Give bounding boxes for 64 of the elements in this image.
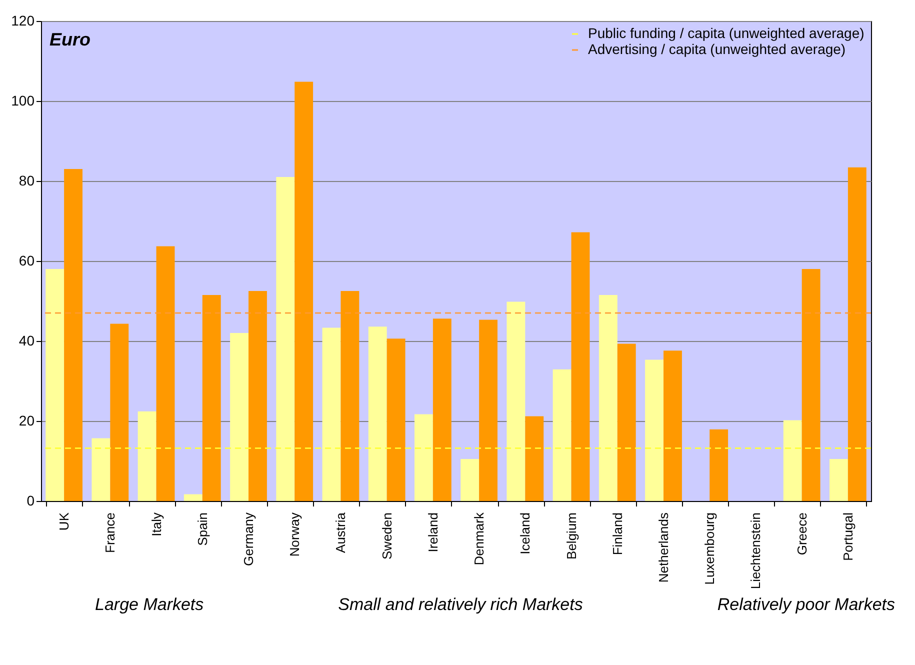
bar — [230, 333, 248, 501]
x-tick-label: Belgium — [564, 512, 579, 560]
bar — [506, 302, 526, 501]
text: Large Markets — [95, 595, 204, 615]
bar — [184, 494, 202, 501]
y-tick-label: 60 — [18, 252, 35, 268]
bar — [340, 291, 360, 501]
bar — [156, 246, 175, 501]
bar — [276, 177, 295, 501]
bar — [710, 429, 728, 501]
bar — [479, 320, 498, 501]
bar — [294, 82, 314, 501]
x-tick-label: Luxembourg — [702, 512, 718, 585]
x-tick-label: Portugal — [840, 512, 856, 561]
y-tick-label: 100 — [11, 92, 35, 108]
y-tick-label: 0 — [26, 492, 35, 508]
bar — [432, 318, 452, 501]
x-tick-label: Ireland — [425, 512, 440, 552]
x-tick-label: UK — [56, 512, 72, 531]
legend-label: Public funding / capita (unweighted average) — [588, 25, 864, 41]
bar — [138, 411, 156, 501]
y-tick-label: 120 — [11, 12, 35, 28]
bar — [802, 269, 820, 501]
bar — [848, 167, 866, 501]
bar — [598, 295, 618, 501]
x-tick-label: Greece — [794, 512, 810, 556]
bar — [46, 269, 64, 501]
x-tick-label: Spain — [194, 512, 210, 546]
bar — [386, 338, 406, 501]
bar — [92, 438, 110, 501]
x-tick-label: Netherlands — [656, 512, 671, 583]
bar — [552, 369, 572, 501]
legend-label: Advertising / capita (unweighted average) — [588, 41, 846, 57]
bar — [322, 328, 341, 501]
text: Relatively poor Markets — [717, 595, 895, 615]
y-axis-title: Euro — [50, 30, 91, 50]
x-tick-label: Sweden — [379, 512, 394, 560]
x-tick-label: Germany — [241, 512, 256, 566]
bar — [110, 324, 129, 501]
bar — [617, 344, 636, 501]
bar — [368, 326, 387, 501]
bar — [414, 414, 433, 501]
bar — [664, 350, 682, 501]
bar — [64, 169, 82, 501]
x-tick-label: Norway — [287, 512, 302, 557]
bar — [830, 459, 848, 501]
x-tick-label: Liechtenstein — [748, 512, 764, 590]
x-tick-label: Finland — [610, 512, 625, 556]
bar — [248, 291, 267, 501]
x-tick-label: Denmark — [472, 512, 487, 566]
text: Small and relatively rich Markets — [338, 595, 583, 615]
x-tick-label: Italy — [148, 512, 164, 536]
x-tick-label: France — [102, 512, 118, 553]
bar — [571, 232, 590, 501]
bar — [783, 420, 802, 501]
y-tick-label: 40 — [18, 332, 35, 348]
x-tick-label: Iceland — [518, 512, 533, 554]
bar — [645, 360, 664, 501]
bar — [202, 295, 221, 501]
bar — [460, 459, 480, 501]
bar — [525, 416, 544, 501]
y-tick-label: 80 — [18, 172, 35, 188]
x-tick-label: Austria — [333, 512, 348, 553]
y-tick-label: 20 — [18, 412, 35, 428]
